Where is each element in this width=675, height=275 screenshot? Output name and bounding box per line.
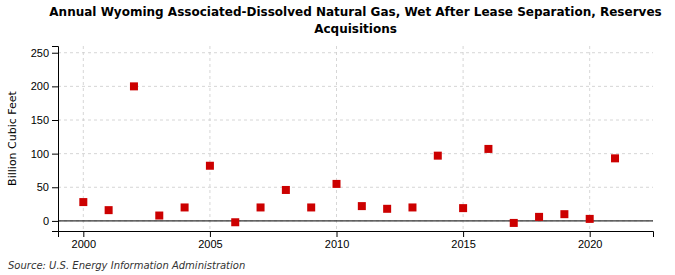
x-grid-line — [336, 46, 337, 231]
x-tick-label: 2015 — [451, 238, 475, 250]
y-tick-label: 0 — [43, 215, 49, 227]
y-grid-line — [58, 187, 653, 188]
y-axis: 0 50 100 150 200 250 — [31, 47, 59, 232]
y-tick-label: 50 — [37, 181, 49, 193]
point — [611, 154, 619, 162]
y-tick-label: 200 — [31, 80, 49, 92]
x-tick-label: 2000 — [72, 238, 96, 250]
point — [257, 203, 265, 211]
point — [307, 203, 315, 211]
point — [535, 213, 543, 221]
point — [130, 82, 138, 90]
y-tick-mark — [52, 154, 58, 155]
y-tick-mark — [52, 53, 58, 54]
subtitle: Acquisitions — [314, 22, 397, 36]
x-grid-line — [463, 46, 464, 231]
x-tick-mark — [463, 231, 464, 237]
point — [181, 203, 189, 211]
point — [510, 219, 518, 227]
y-tick-label: 150 — [31, 114, 49, 126]
plot-area: 2000 2005 2010 2015 2020 0 50 100 150 200 250 — [31, 46, 654, 250]
zero-line — [58, 220, 653, 221]
point — [586, 215, 594, 223]
y-tick: 100 — [31, 148, 58, 160]
y-tick: 150 — [31, 114, 58, 126]
x-tick-mark — [210, 231, 211, 237]
grid — [58, 46, 653, 231]
title: Annual Wyoming Associated-Dissolved Natu… — [49, 5, 661, 19]
y-tick-mark — [52, 120, 58, 121]
x-tick: 2000 — [72, 231, 96, 250]
x-tick: 2015 — [451, 231, 475, 250]
y-grid-line — [58, 153, 653, 154]
x-grid-line — [209, 46, 210, 231]
point — [408, 203, 416, 211]
point — [358, 202, 366, 210]
x-tick-mark — [83, 231, 84, 237]
y-tick: 250 — [31, 47, 58, 59]
x-tick-label: 2005 — [198, 238, 222, 250]
point — [79, 198, 87, 206]
y-grid-line — [58, 86, 653, 87]
x-axis-line — [59, 232, 654, 238]
x-grid-line — [589, 46, 590, 231]
y-tick-mark — [52, 187, 58, 188]
x-axis: 2000 2005 2010 2015 2020 — [59, 231, 654, 250]
y-tick-mark — [52, 86, 58, 87]
y-grid-line — [58, 120, 653, 121]
y-tick-label: 100 — [31, 148, 49, 160]
source: Source: U.S. Energy Information Administ… — [8, 260, 245, 271]
chart-svg: 2000 2005 2010 2015 2020 0 50 100 150 200 250 Annua… — [0, 0, 675, 275]
point — [434, 152, 442, 160]
x-tick-label: 2010 — [325, 238, 349, 250]
y-axis-label: Billion Cubic Feet — [6, 90, 19, 185]
point — [206, 162, 214, 170]
point — [560, 210, 568, 218]
point — [383, 205, 391, 213]
x-tick: 2005 — [198, 231, 222, 250]
y-grid-line — [58, 220, 653, 221]
x-tick: 2010 — [325, 231, 349, 250]
point — [484, 145, 492, 153]
y-tick-mark — [52, 221, 58, 222]
x-tick-label: 2020 — [578, 238, 602, 250]
y-tick: 50 — [37, 181, 58, 193]
point — [282, 186, 290, 194]
point — [155, 212, 163, 220]
y-tick: 0 — [43, 215, 58, 227]
points — [79, 82, 619, 227]
y-grid-line — [58, 52, 653, 53]
y-tick: 200 — [31, 80, 58, 92]
y-axis-line — [52, 47, 59, 232]
x-tick-mark — [337, 231, 338, 237]
point — [105, 206, 113, 214]
x-tick-mark — [590, 231, 591, 237]
point — [459, 204, 467, 212]
x-tick: 2020 — [578, 231, 602, 250]
y-tick-label: 250 — [31, 47, 49, 59]
point — [231, 218, 239, 226]
point — [333, 180, 341, 188]
